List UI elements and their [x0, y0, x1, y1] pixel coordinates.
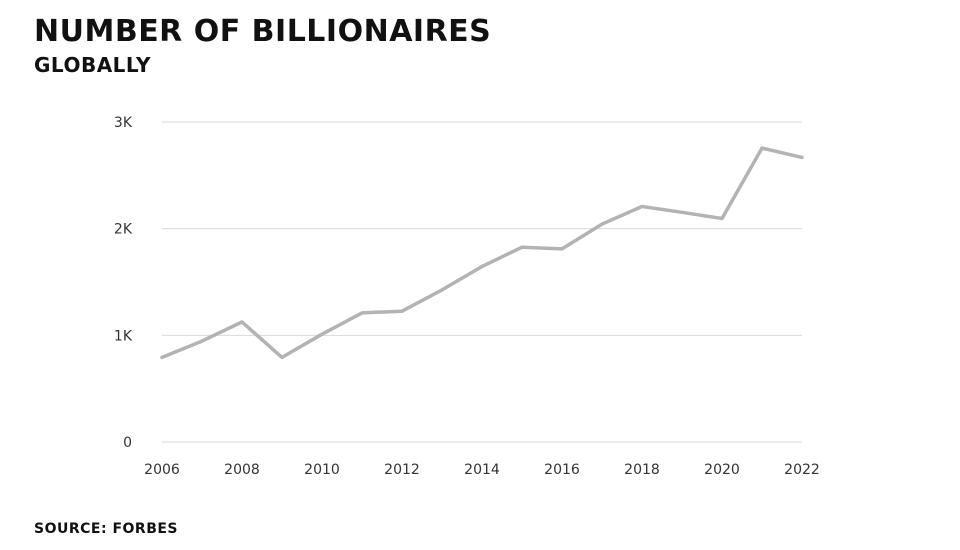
- data-point: [680, 210, 684, 214]
- chart-subtitle: GLOBALLY: [34, 53, 152, 77]
- data-point: [720, 216, 724, 221]
- data-point: [160, 355, 164, 360]
- x-tick-label: 2020: [704, 462, 740, 478]
- data-point: [600, 222, 604, 226]
- data-point: [280, 355, 284, 360]
- x-tick-label: 2006: [144, 462, 180, 478]
- x-tick-label: 2008: [224, 462, 260, 478]
- x-tick-label: 2018: [624, 462, 660, 478]
- source-note: SOURCE: FORBES: [34, 521, 179, 537]
- grid-lines: [162, 121, 802, 443]
- x-tick-label: 2022: [784, 462, 820, 478]
- y-tick-label: 0: [123, 435, 132, 451]
- x-tick-label: 2016: [544, 462, 580, 478]
- data-point: [520, 245, 524, 249]
- data-point: [400, 309, 404, 313]
- y-tick-label: 1K: [114, 328, 133, 344]
- x-tick-label: 2014: [464, 462, 500, 478]
- data-point: [480, 264, 484, 269]
- data-point: [640, 204, 644, 209]
- series-line: [160, 146, 804, 360]
- chart-title: NUMBER OF BILLIONAIRES: [34, 14, 492, 49]
- data-point: [760, 146, 764, 150]
- data-point: [800, 155, 804, 160]
- data-point: [360, 311, 364, 315]
- data-point: [560, 247, 564, 251]
- data-point: [320, 332, 324, 336]
- y-tick-label: 2K: [114, 222, 133, 238]
- x-axis-tick-labels: 2006 2008 2010 2012 2014 2016 2018 2020 2022: [144, 462, 820, 478]
- data-point: [240, 320, 244, 324]
- y-tick-label: 3K: [114, 115, 133, 131]
- y-axis-tick-labels: 0 1K 2K 3K: [114, 115, 133, 451]
- data-point: [200, 339, 204, 343]
- x-tick-label: 2012: [384, 462, 420, 478]
- series-layer: [160, 146, 804, 360]
- x-tick-label: 2010: [304, 462, 340, 478]
- data-point: [440, 288, 444, 292]
